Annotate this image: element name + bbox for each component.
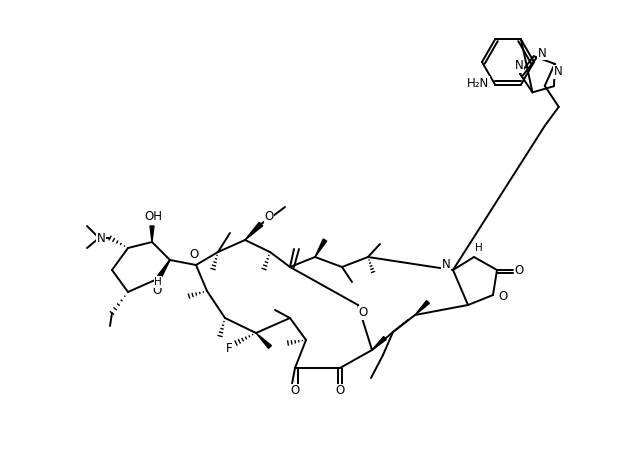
Text: H: H [154, 277, 162, 287]
Text: OH: OH [144, 211, 162, 224]
Text: O: O [189, 248, 199, 261]
Polygon shape [372, 337, 386, 350]
Polygon shape [245, 222, 263, 240]
Text: H₂N: H₂N [467, 77, 489, 90]
Polygon shape [150, 226, 154, 242]
Polygon shape [159, 260, 170, 277]
Polygon shape [256, 333, 271, 348]
Text: N: N [553, 66, 562, 79]
Text: N: N [537, 47, 546, 60]
Text: O: O [515, 264, 524, 277]
Text: F: F [226, 343, 233, 356]
Text: N: N [442, 259, 450, 272]
Text: O: O [291, 384, 300, 397]
Text: O: O [264, 210, 273, 223]
Text: N: N [515, 59, 523, 72]
Text: N: N [97, 232, 106, 245]
Text: O: O [499, 291, 508, 304]
Polygon shape [315, 239, 327, 257]
Text: H: H [475, 243, 483, 253]
Polygon shape [415, 300, 429, 315]
Text: O: O [152, 283, 162, 296]
Text: O: O [336, 384, 345, 397]
Text: O: O [358, 307, 368, 320]
